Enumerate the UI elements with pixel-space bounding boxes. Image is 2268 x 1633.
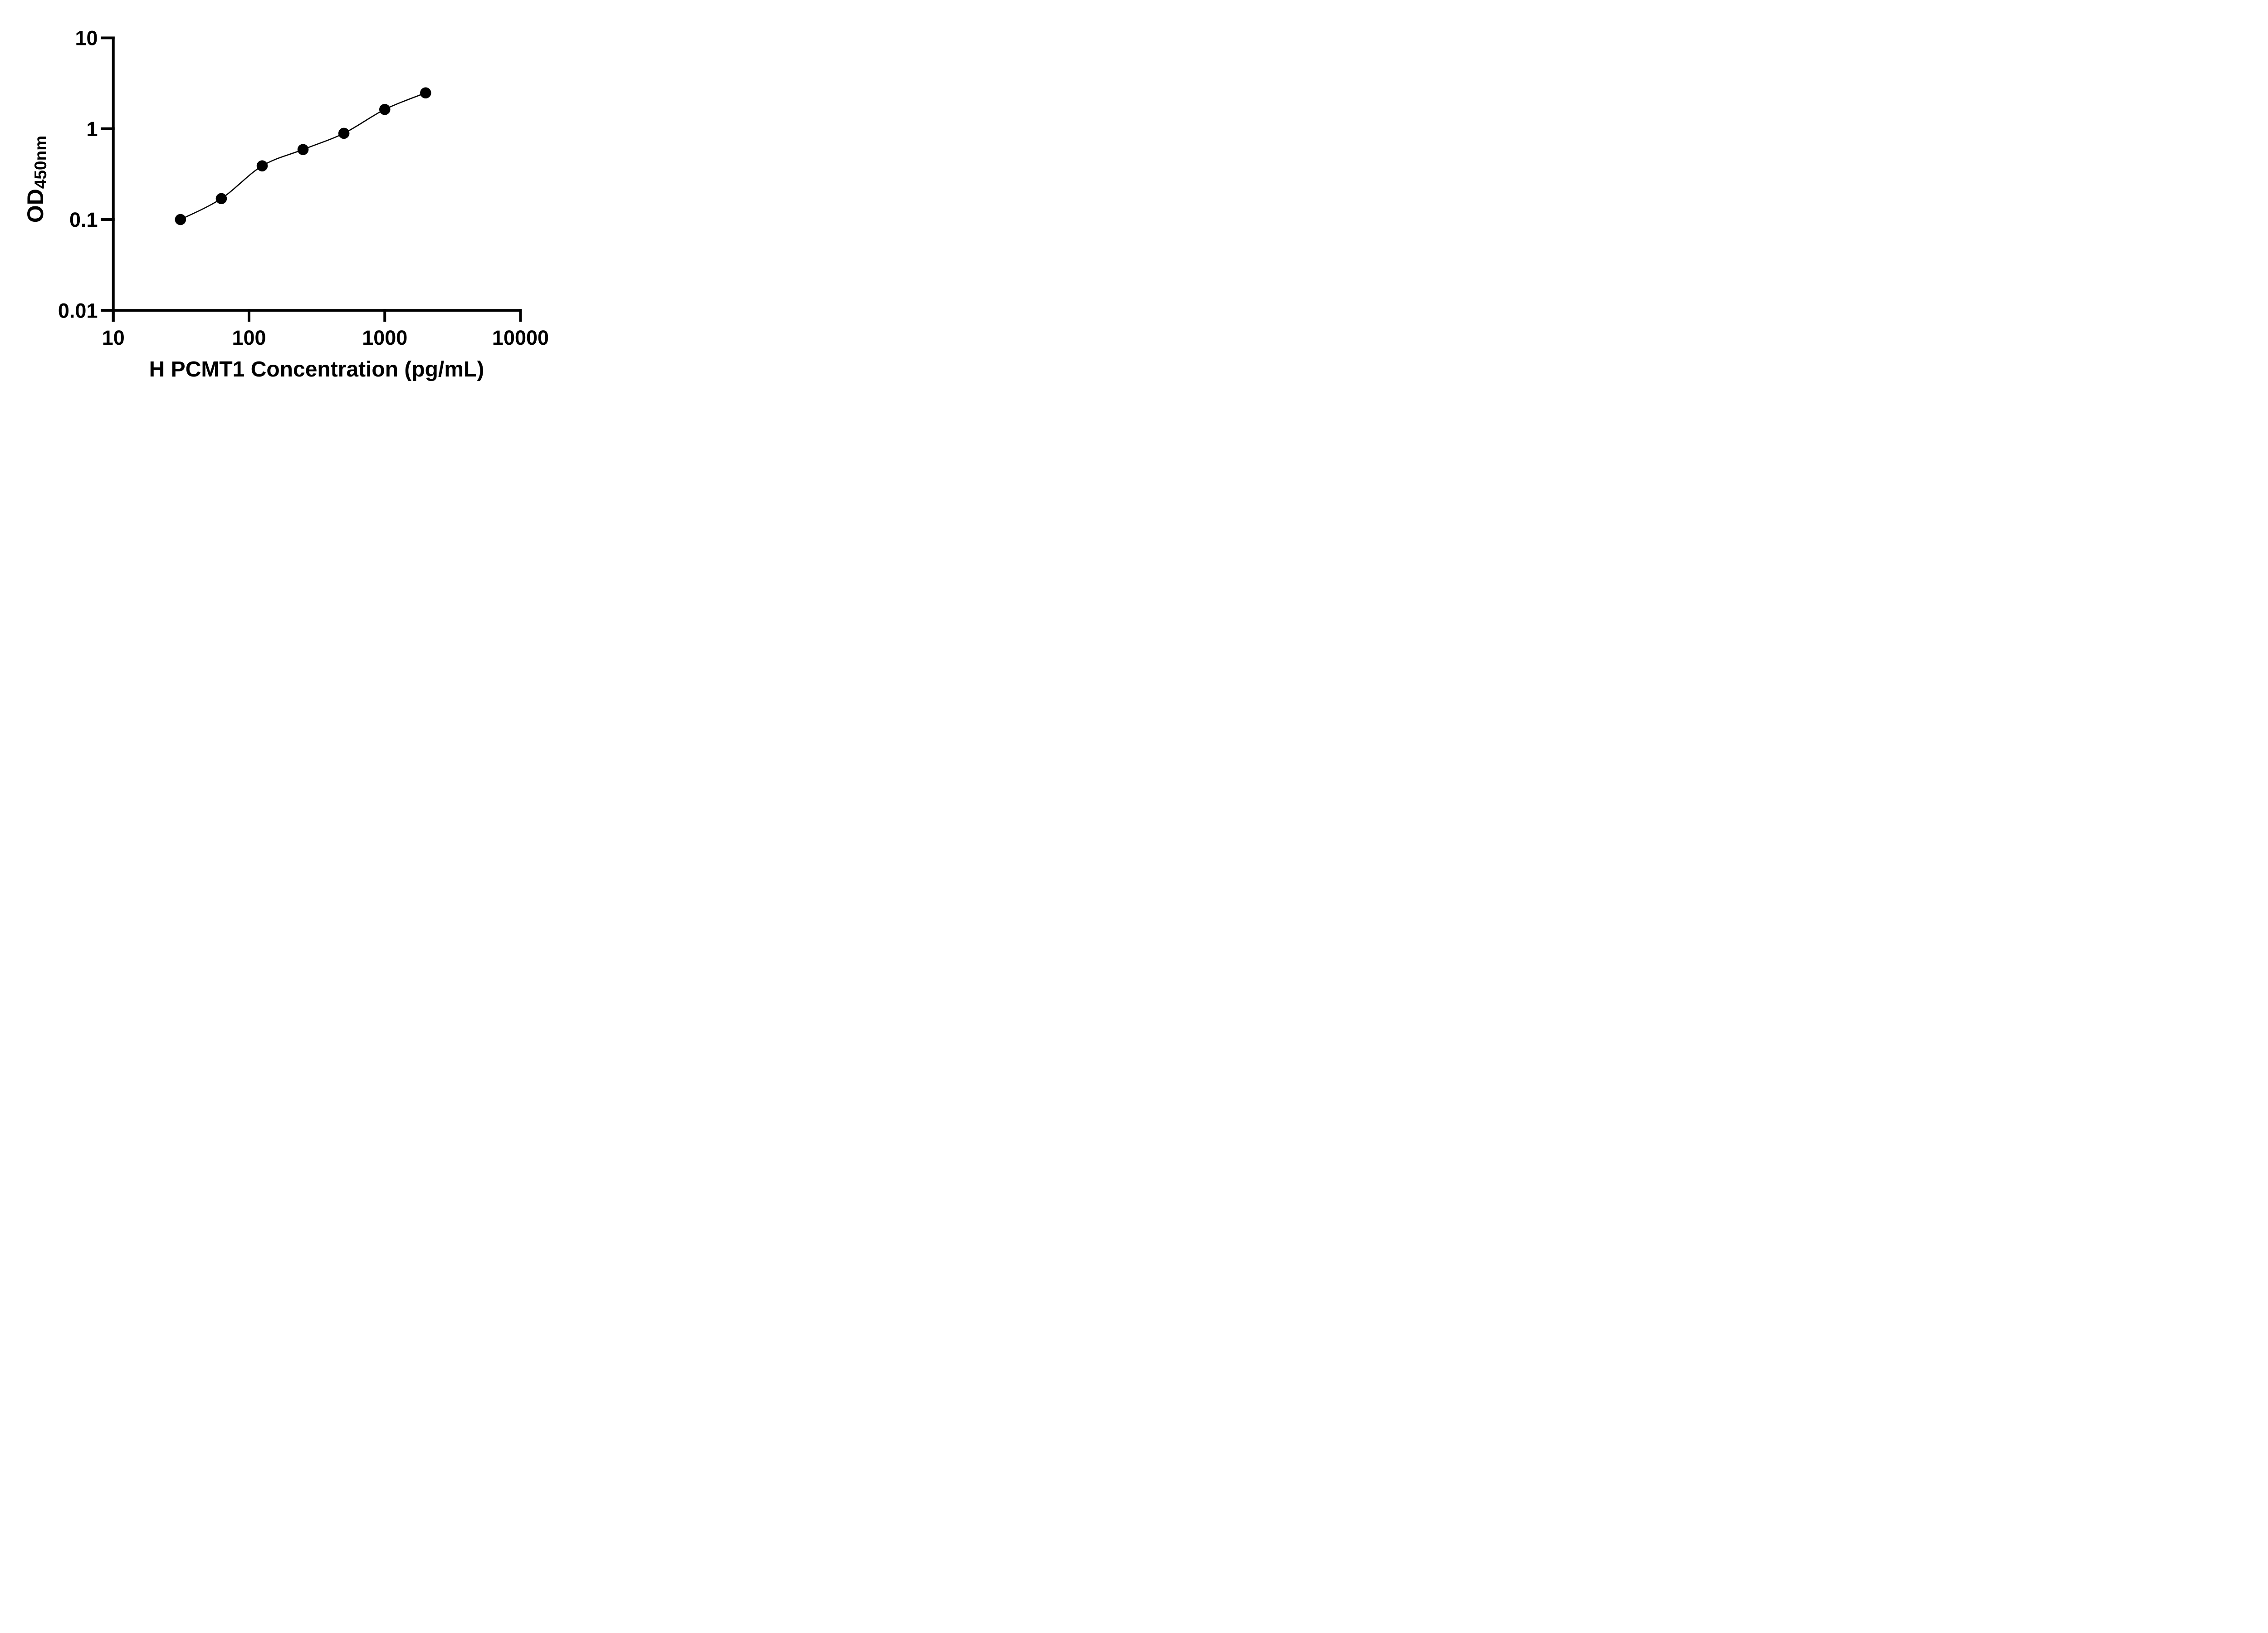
data-points xyxy=(175,87,431,225)
data-point xyxy=(420,87,431,99)
y-tick-label: 10 xyxy=(75,27,98,50)
data-point xyxy=(215,193,227,205)
y-axis-title-main: OD xyxy=(23,189,48,223)
y-axis-ticks xyxy=(101,36,115,312)
x-tick-label: 10000 xyxy=(492,326,549,349)
y-tick-label: 0.01 xyxy=(58,299,98,322)
data-point xyxy=(175,214,186,225)
data-point xyxy=(379,104,391,115)
x-tick-label: 10 xyxy=(102,326,125,349)
y-axis-tick-labels: 10 1 0.1 0.01 xyxy=(58,27,98,323)
x-axis-tick-labels: 10 100 1000 10000 xyxy=(102,326,549,349)
chart-canvas: 10 100 1000 10000 10 1 0.1 0.01 xyxy=(58,27,549,349)
data-point xyxy=(256,160,268,171)
y-axis-title: OD450nm xyxy=(22,135,50,223)
y-tick-label: 0.1 xyxy=(69,208,98,231)
y-axis-title-subscript: 450nm xyxy=(31,135,50,189)
axes xyxy=(101,36,522,322)
data-point xyxy=(338,127,350,139)
x-tick-label: 1000 xyxy=(362,326,407,349)
x-axis-title: H PCMT1 Concentration (pg/mL) xyxy=(149,357,484,381)
elisa-standard-curve-figure: 10 100 1000 10000 10 1 0.1 0.01 H PCMT1 Concen… xyxy=(0,0,583,408)
x-tick-label: 100 xyxy=(232,326,266,349)
y-tick-label: 1 xyxy=(86,117,98,141)
data-point xyxy=(297,144,309,155)
